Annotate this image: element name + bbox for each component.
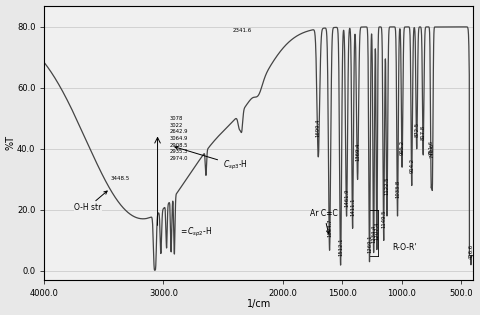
- Text: 1411.1: 1411.1: [350, 198, 355, 216]
- Text: 1699.4: 1699.4: [316, 118, 321, 137]
- Text: 1269.1: 1269.1: [367, 234, 372, 253]
- Y-axis label: %T: %T: [6, 135, 15, 150]
- Text: 2642.9: 2642.9: [169, 129, 188, 134]
- Text: 3078: 3078: [169, 116, 183, 121]
- Text: 3064.9: 3064.9: [169, 136, 188, 141]
- Text: 1122.5: 1122.5: [384, 176, 389, 195]
- Text: 1149.5: 1149.5: [381, 210, 386, 228]
- Text: 995.2: 995.2: [400, 140, 405, 155]
- Text: 1512.1: 1512.1: [338, 237, 343, 256]
- Text: $C_{sp3}$-H: $C_{sp3}$-H: [175, 146, 248, 172]
- Text: 1369.4: 1369.4: [355, 143, 360, 161]
- Text: O-H str: O-H str: [74, 191, 107, 212]
- Text: 1234.4: 1234.4: [371, 225, 376, 243]
- Text: Ar C=C: Ar C=C: [310, 209, 337, 234]
- Text: 2935.3: 2935.3: [169, 149, 188, 154]
- Text: 2974.0: 2974.0: [169, 156, 188, 161]
- Text: 751.6: 751.6: [429, 140, 433, 155]
- Text: R-O-R': R-O-R': [392, 243, 417, 252]
- Text: 1033.8: 1033.8: [395, 180, 400, 198]
- Text: 914.2: 914.2: [409, 158, 414, 173]
- Text: 416.6: 416.6: [468, 243, 473, 259]
- Text: 1207.4: 1207.4: [374, 222, 379, 240]
- Text: 2341.6: 2341.6: [232, 28, 252, 33]
- Text: $=\!C_{sp2}$-H: $=\!C_{sp2}$-H: [179, 226, 212, 239]
- Text: 872.5: 872.5: [414, 122, 419, 137]
- Text: 1604.7: 1604.7: [327, 219, 332, 237]
- Text: 2908.5: 2908.5: [169, 143, 188, 148]
- Text: 1461.9: 1461.9: [344, 188, 349, 207]
- X-axis label: 1/cm: 1/cm: [247, 300, 271, 309]
- Text: 740.6: 740.6: [430, 143, 435, 158]
- Text: 817.8: 817.8: [421, 125, 426, 140]
- Text: 3448.5: 3448.5: [110, 176, 130, 181]
- Text: 3022: 3022: [169, 123, 183, 128]
